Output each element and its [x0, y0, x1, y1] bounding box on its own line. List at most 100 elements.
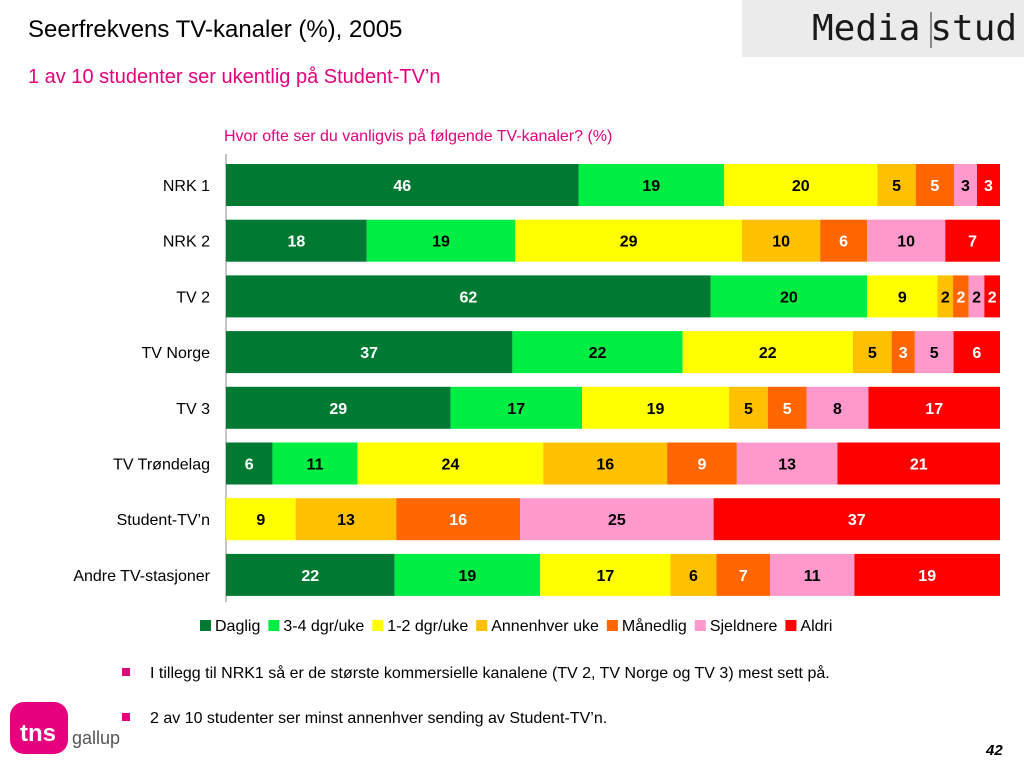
- data-label: 16: [449, 512, 467, 529]
- gallup-logo-text: gallup: [72, 728, 120, 748]
- category-label: TV 3: [176, 401, 210, 418]
- logo-left-text: Media: [812, 8, 921, 49]
- bar-segment: [742, 219, 821, 262]
- bar-segment: [226, 275, 711, 318]
- bar-segment: [837, 442, 1000, 485]
- data-label: 5: [892, 178, 901, 195]
- data-label: 11: [307, 457, 324, 474]
- data-label: 8: [833, 401, 842, 418]
- data-label: 29: [329, 401, 347, 418]
- data-label: 2: [988, 289, 997, 306]
- data-label: 13: [778, 457, 796, 474]
- data-label: 46: [393, 178, 411, 195]
- data-label: 5: [930, 178, 939, 195]
- bar-segment: [954, 164, 978, 206]
- category-label: Student-TV’n: [117, 512, 210, 529]
- mediastud-logo: [742, 0, 1024, 57]
- bar-segment: [868, 386, 1000, 429]
- bar-segment: [226, 386, 451, 429]
- category-label: NRK 1: [163, 178, 210, 195]
- bar-segment: [945, 219, 1000, 262]
- category-label: TV Norge: [142, 345, 211, 362]
- data-label: 2: [956, 289, 965, 306]
- legend-swatch: [268, 620, 280, 631]
- bar-segment: [450, 386, 583, 429]
- bar-segment: [682, 331, 853, 374]
- mediastud-logo-text: Media stud: [812, 8, 1017, 49]
- tns-logo-text: tns: [20, 720, 56, 747]
- data-label: 3: [899, 345, 908, 362]
- data-label: 17: [925, 401, 943, 418]
- data-label: 17: [596, 568, 614, 585]
- data-label: 29: [620, 234, 638, 251]
- logo-right-text: stud: [930, 8, 1018, 49]
- bar-segment: [667, 442, 737, 485]
- data-label: 37: [848, 512, 866, 529]
- chart-title: Hvor ofte ser du vanligvis på følgende T…: [224, 128, 613, 145]
- legend-swatch: [200, 620, 211, 631]
- bar-segment: [984, 275, 1000, 318]
- data-label: 9: [898, 289, 907, 306]
- bar-segment: [820, 219, 868, 262]
- bar-segment: [272, 442, 358, 485]
- data-label: 6: [839, 234, 848, 251]
- data-label: 10: [897, 234, 915, 251]
- bar-segment: [540, 553, 671, 596]
- bar-segment: [226, 219, 367, 262]
- data-label: 19: [918, 568, 936, 585]
- bar-segment: [670, 553, 717, 596]
- bar-segment: [724, 164, 878, 206]
- category-label: NRK 2: [163, 234, 210, 251]
- bar-segment: [968, 275, 985, 318]
- bullet-square-icon: [122, 712, 130, 721]
- data-label: 6: [245, 457, 254, 474]
- bar-segment: [854, 553, 1000, 596]
- bar-segment: [867, 275, 938, 318]
- bullet-square-icon: [122, 667, 130, 676]
- data-label: 5: [868, 345, 877, 362]
- bar-segment: [394, 553, 541, 596]
- data-label: 22: [301, 568, 319, 585]
- bar-segment: [867, 219, 946, 262]
- bar-segment: [736, 442, 838, 485]
- bar-segment: [953, 275, 969, 318]
- data-label: 13: [337, 512, 355, 529]
- data-label: 7: [739, 568, 748, 585]
- legend-swatch: [372, 620, 384, 631]
- bar-segment: [770, 553, 855, 596]
- data-label: 22: [759, 345, 777, 362]
- data-label: 6: [972, 345, 981, 362]
- legend-label: Aldri: [800, 618, 832, 635]
- data-label: 18: [287, 234, 305, 251]
- bar-segment: [515, 219, 742, 262]
- bar-segment: [953, 331, 1000, 374]
- bar-segment: [543, 442, 668, 485]
- bar-segment: [767, 386, 807, 429]
- bar-segment: [357, 442, 544, 485]
- bar-segment: [716, 553, 771, 596]
- data-label: 22: [589, 345, 607, 362]
- data-label: 5: [930, 345, 939, 362]
- data-label: 9: [256, 512, 265, 529]
- tns-gallup-logo: tns gallup: [10, 702, 120, 754]
- data-label: 5: [783, 401, 792, 418]
- data-label: 16: [596, 457, 614, 474]
- bar-segment: [877, 164, 916, 206]
- category-label: Andre TV-stasjoner: [73, 568, 210, 585]
- data-label: 20: [780, 289, 798, 306]
- bar-segment: [937, 275, 954, 318]
- bullet-text: I tillegg til NRK1 så er de største komm…: [150, 665, 830, 682]
- data-label: 3: [961, 178, 970, 195]
- data-label: 17: [507, 401, 525, 418]
- bar-segment: [520, 498, 714, 541]
- legend-swatch: [476, 620, 488, 631]
- data-label: 25: [608, 512, 626, 529]
- bar-segment: [226, 331, 513, 374]
- data-label: 5: [744, 401, 753, 418]
- bar-segment: [977, 164, 1000, 206]
- legend-label: Annenhver uke: [491, 618, 599, 635]
- data-label: 2: [941, 289, 950, 306]
- category-label: TV Trøndelag: [113, 457, 210, 474]
- data-label: 3: [984, 178, 993, 195]
- bar-segment: [891, 331, 915, 374]
